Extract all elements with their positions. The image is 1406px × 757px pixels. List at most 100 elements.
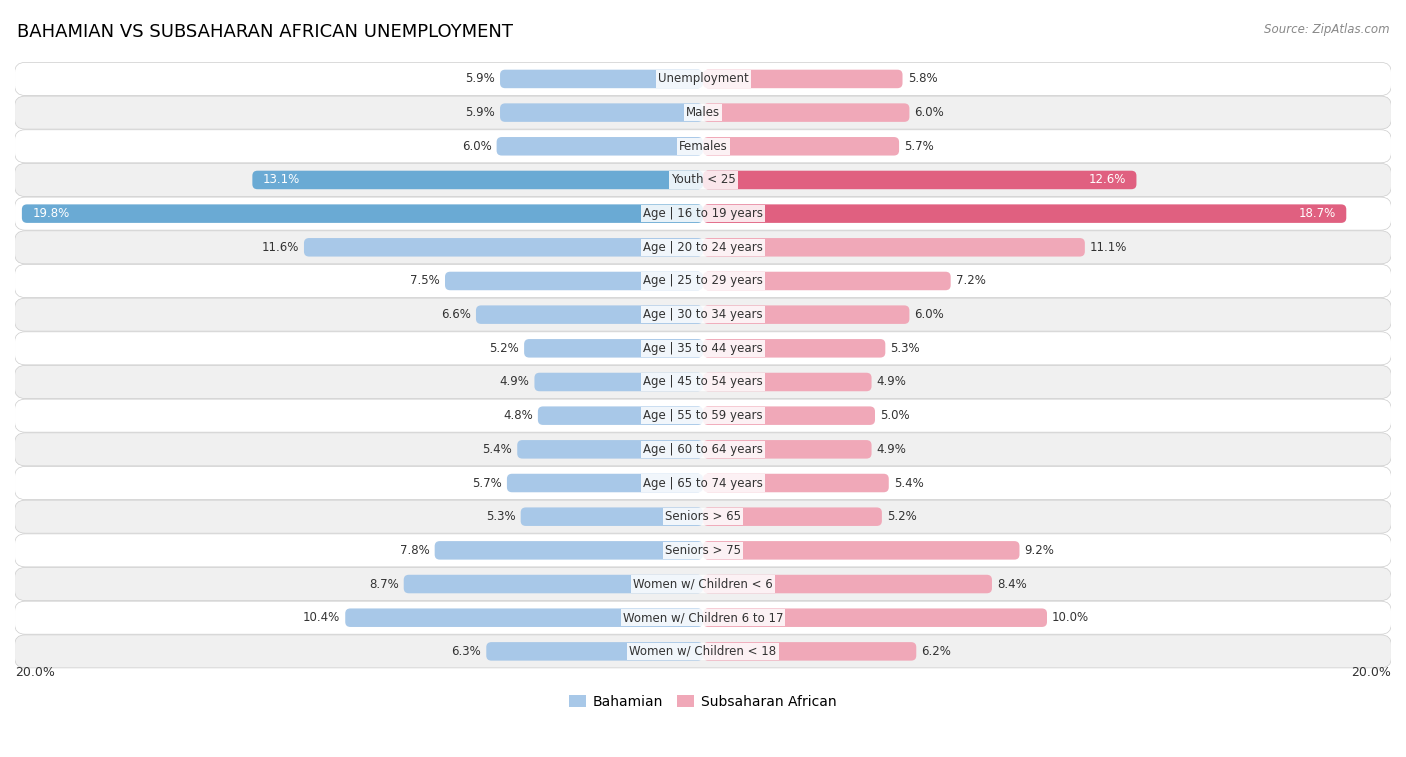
Text: 4.9%: 4.9% bbox=[877, 375, 907, 388]
FancyBboxPatch shape bbox=[14, 96, 1392, 129]
FancyBboxPatch shape bbox=[703, 609, 1047, 627]
Text: 4.9%: 4.9% bbox=[499, 375, 529, 388]
FancyBboxPatch shape bbox=[703, 372, 872, 391]
FancyBboxPatch shape bbox=[703, 238, 1085, 257]
Text: 6.2%: 6.2% bbox=[921, 645, 952, 658]
FancyBboxPatch shape bbox=[304, 238, 703, 257]
FancyBboxPatch shape bbox=[446, 272, 703, 290]
FancyBboxPatch shape bbox=[14, 534, 1392, 567]
Text: 7.2%: 7.2% bbox=[956, 275, 986, 288]
FancyBboxPatch shape bbox=[538, 407, 703, 425]
Text: 10.4%: 10.4% bbox=[302, 611, 340, 625]
Text: 5.0%: 5.0% bbox=[880, 410, 910, 422]
Text: 12.6%: 12.6% bbox=[1088, 173, 1126, 186]
FancyBboxPatch shape bbox=[22, 204, 703, 223]
FancyBboxPatch shape bbox=[14, 433, 1392, 466]
FancyBboxPatch shape bbox=[346, 609, 703, 627]
Text: 6.3%: 6.3% bbox=[451, 645, 481, 658]
Text: 5.2%: 5.2% bbox=[489, 342, 519, 355]
FancyBboxPatch shape bbox=[14, 231, 1392, 263]
FancyBboxPatch shape bbox=[14, 500, 1392, 533]
FancyBboxPatch shape bbox=[14, 197, 1392, 230]
FancyBboxPatch shape bbox=[703, 474, 889, 492]
FancyBboxPatch shape bbox=[477, 305, 703, 324]
Text: 20.0%: 20.0% bbox=[1351, 665, 1391, 679]
FancyBboxPatch shape bbox=[703, 541, 1019, 559]
FancyBboxPatch shape bbox=[434, 541, 703, 559]
Text: 19.8%: 19.8% bbox=[32, 207, 69, 220]
Text: Age | 55 to 59 years: Age | 55 to 59 years bbox=[643, 410, 763, 422]
Text: Age | 20 to 24 years: Age | 20 to 24 years bbox=[643, 241, 763, 254]
Text: 5.7%: 5.7% bbox=[904, 140, 934, 153]
Text: 6.0%: 6.0% bbox=[914, 106, 945, 119]
FancyBboxPatch shape bbox=[703, 339, 886, 357]
Text: 5.2%: 5.2% bbox=[887, 510, 917, 523]
Text: Age | 45 to 54 years: Age | 45 to 54 years bbox=[643, 375, 763, 388]
Text: Males: Males bbox=[686, 106, 720, 119]
FancyBboxPatch shape bbox=[534, 372, 703, 391]
FancyBboxPatch shape bbox=[486, 642, 703, 661]
FancyBboxPatch shape bbox=[703, 305, 910, 324]
Text: 5.4%: 5.4% bbox=[894, 476, 924, 490]
FancyBboxPatch shape bbox=[703, 137, 898, 155]
Text: Age | 60 to 64 years: Age | 60 to 64 years bbox=[643, 443, 763, 456]
Text: Age | 30 to 34 years: Age | 30 to 34 years bbox=[643, 308, 763, 321]
Legend: Bahamian, Subsaharan African: Bahamian, Subsaharan African bbox=[564, 689, 842, 714]
Text: 5.7%: 5.7% bbox=[472, 476, 502, 490]
Text: Age | 35 to 44 years: Age | 35 to 44 years bbox=[643, 342, 763, 355]
FancyBboxPatch shape bbox=[14, 62, 1392, 95]
Text: Age | 16 to 19 years: Age | 16 to 19 years bbox=[643, 207, 763, 220]
FancyBboxPatch shape bbox=[703, 104, 910, 122]
FancyBboxPatch shape bbox=[501, 104, 703, 122]
FancyBboxPatch shape bbox=[524, 339, 703, 357]
Text: Age | 65 to 74 years: Age | 65 to 74 years bbox=[643, 476, 763, 490]
Text: 20.0%: 20.0% bbox=[15, 665, 55, 679]
FancyBboxPatch shape bbox=[703, 642, 917, 661]
FancyBboxPatch shape bbox=[520, 507, 703, 526]
Text: 5.3%: 5.3% bbox=[890, 342, 920, 355]
Text: Youth < 25: Youth < 25 bbox=[671, 173, 735, 186]
FancyBboxPatch shape bbox=[703, 575, 993, 593]
Text: 5.9%: 5.9% bbox=[465, 73, 495, 86]
Text: 10.0%: 10.0% bbox=[1052, 611, 1090, 625]
Text: 5.3%: 5.3% bbox=[486, 510, 516, 523]
FancyBboxPatch shape bbox=[252, 170, 703, 189]
Text: 4.9%: 4.9% bbox=[877, 443, 907, 456]
Text: 8.7%: 8.7% bbox=[368, 578, 398, 590]
FancyBboxPatch shape bbox=[703, 272, 950, 290]
Text: Women w/ Children 6 to 17: Women w/ Children 6 to 17 bbox=[623, 611, 783, 625]
Text: Women w/ Children < 6: Women w/ Children < 6 bbox=[633, 578, 773, 590]
Text: 18.7%: 18.7% bbox=[1299, 207, 1336, 220]
FancyBboxPatch shape bbox=[14, 164, 1392, 197]
Text: 7.5%: 7.5% bbox=[411, 275, 440, 288]
Text: 11.6%: 11.6% bbox=[262, 241, 299, 254]
FancyBboxPatch shape bbox=[703, 70, 903, 89]
FancyBboxPatch shape bbox=[703, 204, 1347, 223]
Text: Unemployment: Unemployment bbox=[658, 73, 748, 86]
Text: 5.4%: 5.4% bbox=[482, 443, 512, 456]
Text: 8.4%: 8.4% bbox=[997, 578, 1026, 590]
Text: 11.1%: 11.1% bbox=[1090, 241, 1128, 254]
FancyBboxPatch shape bbox=[14, 264, 1392, 298]
FancyBboxPatch shape bbox=[404, 575, 703, 593]
FancyBboxPatch shape bbox=[517, 440, 703, 459]
Text: 5.8%: 5.8% bbox=[908, 73, 938, 86]
FancyBboxPatch shape bbox=[508, 474, 703, 492]
Text: Seniors > 75: Seniors > 75 bbox=[665, 544, 741, 557]
FancyBboxPatch shape bbox=[14, 298, 1392, 331]
FancyBboxPatch shape bbox=[501, 70, 703, 89]
Text: 9.2%: 9.2% bbox=[1025, 544, 1054, 557]
Text: 13.1%: 13.1% bbox=[263, 173, 299, 186]
FancyBboxPatch shape bbox=[703, 170, 1136, 189]
FancyBboxPatch shape bbox=[703, 407, 875, 425]
FancyBboxPatch shape bbox=[703, 507, 882, 526]
Text: 6.6%: 6.6% bbox=[441, 308, 471, 321]
FancyBboxPatch shape bbox=[14, 635, 1392, 668]
FancyBboxPatch shape bbox=[496, 137, 703, 155]
FancyBboxPatch shape bbox=[703, 440, 872, 459]
Text: Women w/ Children < 18: Women w/ Children < 18 bbox=[630, 645, 776, 658]
Text: 7.8%: 7.8% bbox=[399, 544, 429, 557]
Text: Source: ZipAtlas.com: Source: ZipAtlas.com bbox=[1264, 23, 1389, 36]
Text: 6.0%: 6.0% bbox=[914, 308, 945, 321]
FancyBboxPatch shape bbox=[14, 399, 1392, 432]
